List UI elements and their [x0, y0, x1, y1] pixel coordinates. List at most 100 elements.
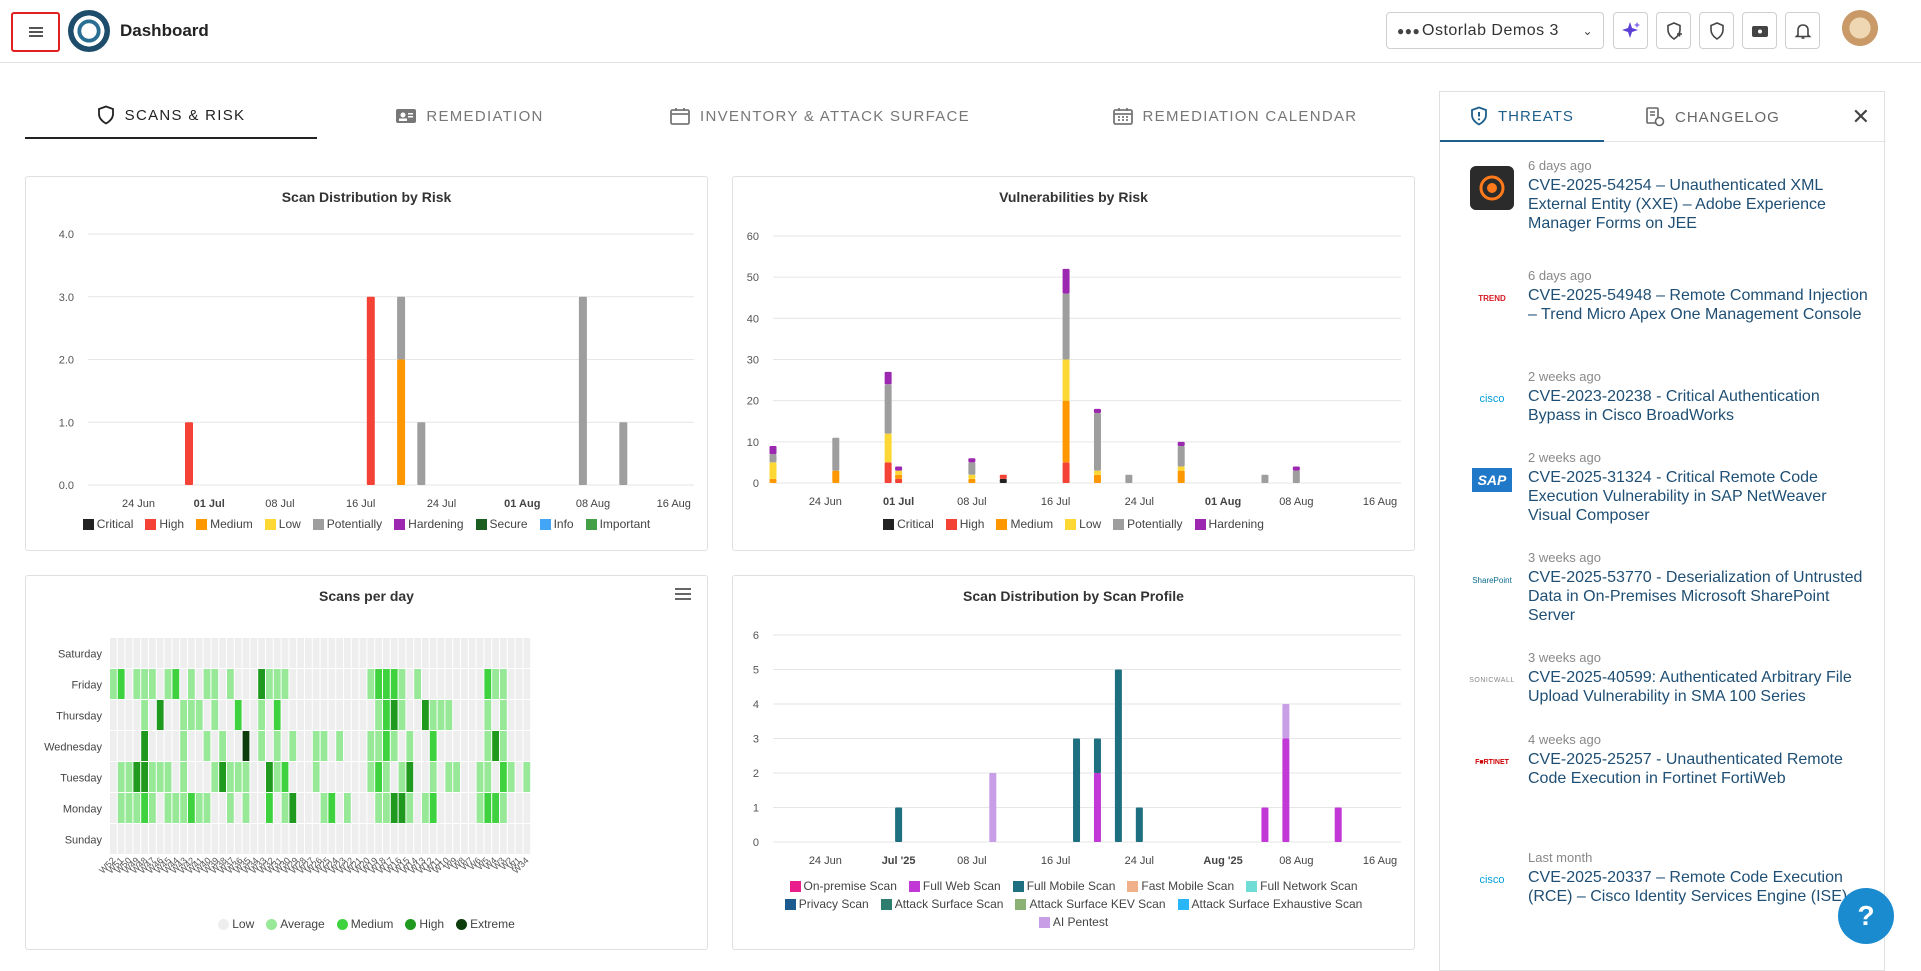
- heatmap-cell[interactable]: [227, 793, 234, 823]
- heatmap-cell[interactable]: [188, 793, 195, 823]
- heatmap-cell[interactable]: [203, 700, 211, 730]
- heatmap-cell[interactable]: [445, 669, 453, 699]
- heatmap-cell[interactable]: [445, 762, 453, 792]
- heatmap-cell[interactable]: [180, 824, 187, 854]
- heatmap-cell[interactable]: [156, 669, 164, 699]
- heatmap-cell[interactable]: [266, 638, 273, 668]
- heatmap-cell[interactable]: [156, 762, 164, 792]
- heatmap-cell[interactable]: [515, 700, 523, 730]
- heatmap-cell[interactable]: [336, 762, 343, 792]
- heatmap-cell[interactable]: [164, 824, 172, 854]
- heatmap-cell[interactable]: [110, 669, 117, 699]
- heatmap-cell[interactable]: [164, 731, 172, 761]
- heatmap-cell[interactable]: [172, 731, 180, 761]
- heatmap-cell[interactable]: [258, 731, 265, 761]
- heatmap-cell[interactable]: [453, 638, 460, 668]
- legend-item-full-web-scan[interactable]: Full Web Scan: [908, 879, 1001, 893]
- heatmap-cell[interactable]: [515, 793, 523, 823]
- heatmap-cell[interactable]: [219, 762, 226, 792]
- bar-full-mobile-scan[interactable]: [1114, 669, 1122, 843]
- bar-full-web-scan[interactable]: [1282, 738, 1290, 843]
- close-panel-button[interactable]: ✕: [1852, 104, 1870, 130]
- heatmap-cell[interactable]: [305, 824, 312, 854]
- legend-item-secure[interactable]: Secure: [475, 517, 528, 531]
- heatmap-cell[interactable]: [398, 700, 406, 730]
- heatmap-cell[interactable]: [398, 638, 406, 668]
- heatmap-cell[interactable]: [336, 824, 343, 854]
- heatmap-cell[interactable]: [149, 669, 156, 699]
- bar-medium[interactable]: [968, 478, 976, 483]
- legend-item-low[interactable]: Low: [264, 517, 301, 531]
- heatmap-cell[interactable]: [117, 762, 125, 792]
- heatmap-cell[interactable]: [453, 793, 460, 823]
- heatmap-cell[interactable]: [468, 793, 476, 823]
- heatmap-cell[interactable]: [258, 793, 265, 823]
- heatmap-cell[interactable]: [242, 824, 250, 854]
- heatmap-cell[interactable]: [398, 669, 406, 699]
- heatmap-cell[interactable]: [242, 700, 250, 730]
- heatmap-cell[interactable]: [484, 731, 492, 761]
- heatmap-cell[interactable]: [461, 731, 468, 761]
- tab-changelog[interactable]: CHANGELOG: [1645, 92, 1780, 142]
- heatmap-cell[interactable]: [219, 731, 226, 761]
- heatmap-cell[interactable]: [250, 669, 258, 699]
- heatmap-cell[interactable]: [266, 700, 273, 730]
- bar-medium[interactable]: [1062, 400, 1070, 463]
- tab-threats[interactable]: THREATS: [1440, 92, 1604, 142]
- threat-item[interactable]: 6 days ago CVE-2025-54254 – Unauthenticat…: [1470, 158, 1870, 233]
- heatmap-cell[interactable]: [180, 638, 187, 668]
- heatmap-cell[interactable]: [203, 824, 211, 854]
- heatmap-cell[interactable]: [227, 669, 234, 699]
- legend-item-info[interactable]: Info: [539, 517, 574, 531]
- heatmap-cell[interactable]: [437, 793, 445, 823]
- ostorlab-logo[interactable]: [68, 10, 110, 52]
- heatmap-cell[interactable]: [523, 793, 531, 823]
- heatmap-cell[interactable]: [117, 700, 125, 730]
- heatmap-cell[interactable]: [164, 669, 172, 699]
- legend-item-medium[interactable]: Medium: [196, 517, 253, 531]
- heatmap-cell[interactable]: [484, 762, 492, 792]
- heatmap-cell[interactable]: [320, 638, 328, 668]
- heatmap-cell[interactable]: [110, 731, 117, 761]
- heatmap-cell[interactable]: [406, 731, 414, 761]
- heatmap-cell[interactable]: [453, 731, 460, 761]
- heatmap-cell[interactable]: [492, 669, 499, 699]
- heatmap-cell[interactable]: [468, 638, 476, 668]
- heatmap-cell[interactable]: [383, 824, 390, 854]
- heatmap-cell[interactable]: [250, 731, 258, 761]
- bar-low[interactable]: [769, 462, 777, 479]
- bar-low[interactable]: [884, 433, 892, 463]
- heatmap-cell[interactable]: [180, 793, 187, 823]
- heatmap-cell[interactable]: [305, 762, 312, 792]
- heatmap-cell[interactable]: [117, 824, 125, 854]
- bar-potentially[interactable]: [968, 462, 976, 475]
- heatmap-cell[interactable]: [484, 638, 492, 668]
- heatmap-cell[interactable]: [234, 824, 242, 854]
- heatmap-cell[interactable]: [390, 793, 398, 823]
- heatmap-cell[interactable]: [359, 638, 367, 668]
- heatmap-cell[interactable]: [156, 793, 164, 823]
- heatmap-cell[interactable]: [523, 700, 531, 730]
- heatmap-cell[interactable]: [211, 638, 219, 668]
- heatmap-cell[interactable]: [312, 824, 320, 854]
- bar-high[interactable]: [366, 296, 375, 485]
- bar-potentially[interactable]: [1093, 413, 1101, 471]
- bar-hardening[interactable]: [895, 466, 903, 471]
- heatmap-cell[interactable]: [344, 731, 351, 761]
- heatmap-cell[interactable]: [344, 793, 351, 823]
- heatmap-cell[interactable]: [507, 638, 515, 668]
- legend-item-potentially[interactable]: Potentially: [312, 517, 382, 531]
- legend-item-high[interactable]: High: [145, 517, 184, 531]
- bar-low[interactable]: [895, 470, 903, 475]
- heatmap-cell[interactable]: [390, 700, 398, 730]
- heatmap-cell[interactable]: [476, 793, 484, 823]
- organization-select[interactable]: ●●● Ostorlab Demos 3 ⌄: [1386, 12, 1604, 49]
- bar-critical[interactable]: [999, 478, 1007, 483]
- threat-title[interactable]: CVE-2025-54948 – Remote Command Injectio…: [1528, 287, 1868, 323]
- heatmap-cell[interactable]: [429, 638, 437, 668]
- heatmap-cell[interactable]: [437, 824, 445, 854]
- heatmap-cell[interactable]: [414, 824, 421, 854]
- heatmap-cell[interactable]: [273, 700, 281, 730]
- bar-medium[interactable]: [895, 474, 903, 479]
- heatmap-cell[interactable]: [195, 731, 203, 761]
